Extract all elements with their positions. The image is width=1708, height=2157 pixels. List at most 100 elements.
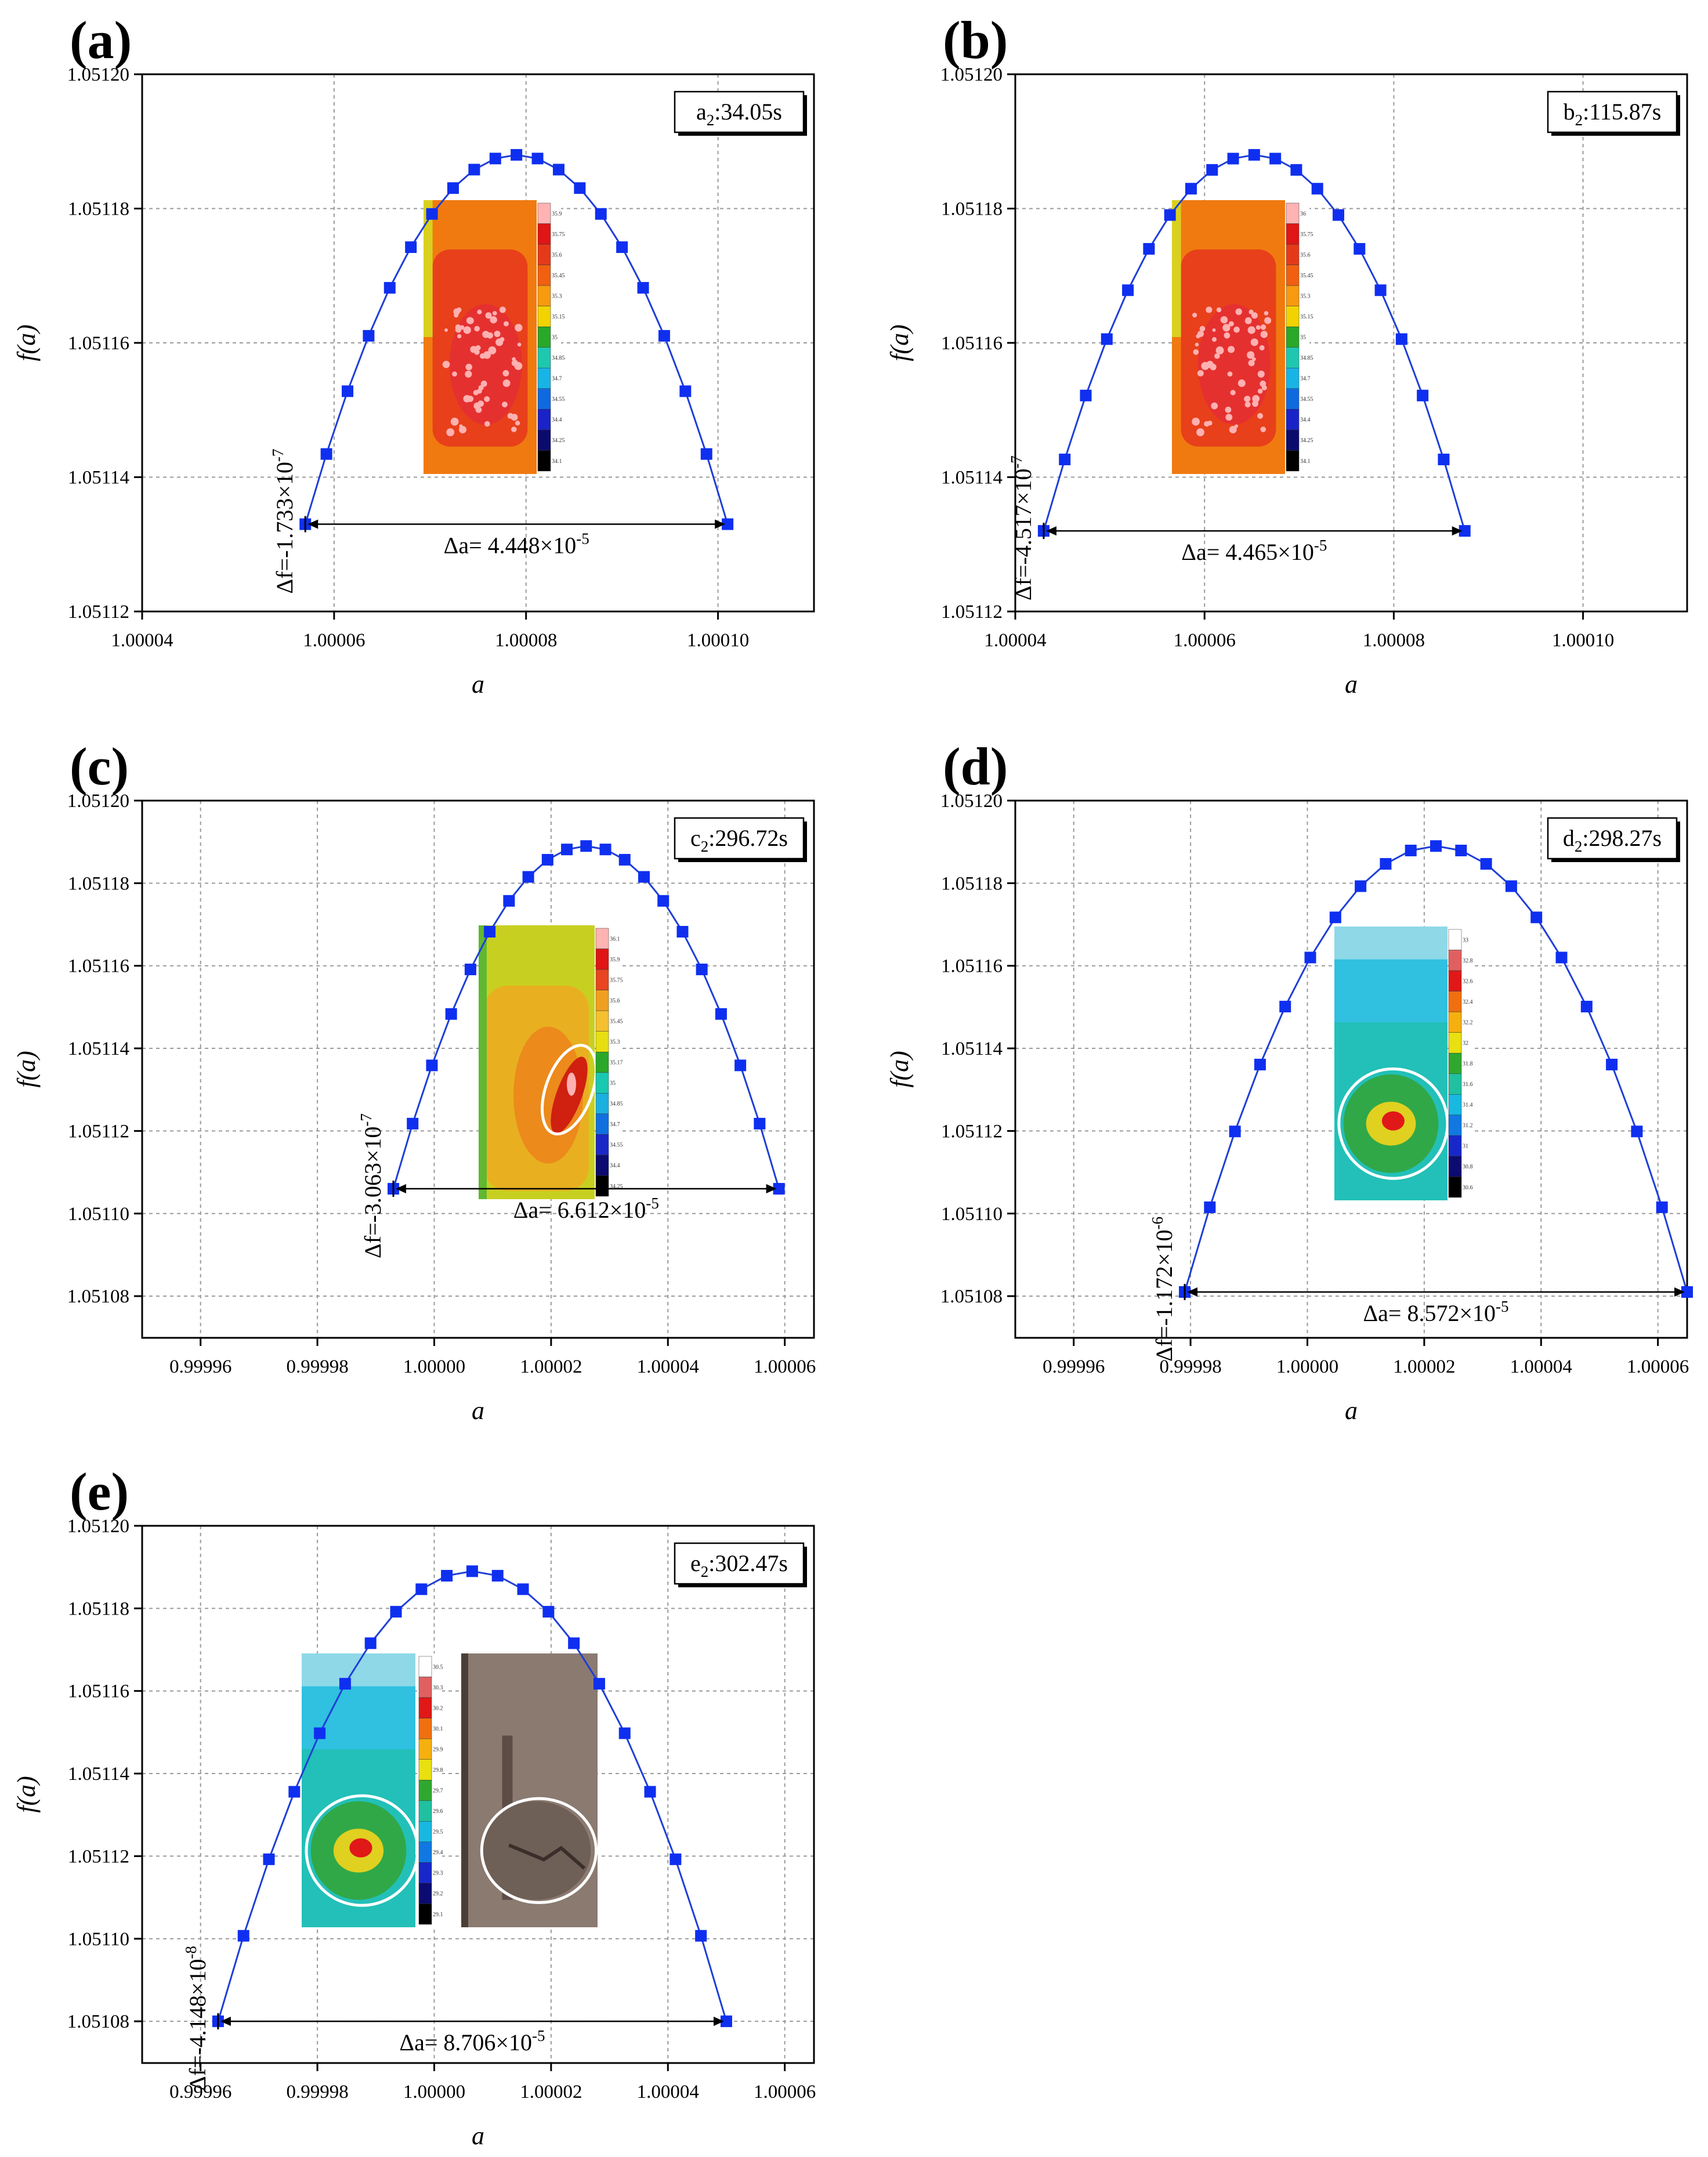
inset: 33 32.8 32.6 32.4 32.2 32 31.8 31.6 31.4 31.2 31 30… <box>1334 927 1473 1200</box>
y-tick-label: 1.05114 <box>941 468 1003 488</box>
legend-swatch <box>1448 1052 1462 1074</box>
data-point <box>464 963 476 975</box>
data-point <box>1185 183 1197 195</box>
color-legend: 36 35.75 35.6 35.45 35.3 35.15 35 34.85 34.7 34.5… <box>1286 200 1313 474</box>
legend-value: 35.15 <box>552 314 565 320</box>
legend-value: 34.7 <box>610 1121 620 1128</box>
data-point <box>679 385 692 397</box>
legend-swatch <box>418 1738 432 1760</box>
data-point <box>638 871 650 883</box>
legend-value: 34.4 <box>552 417 562 424</box>
legend-swatch <box>1286 429 1300 451</box>
data-point <box>466 1565 478 1577</box>
legend-value: 36.1 <box>610 936 620 942</box>
y-tick-label: 1.05120 <box>940 64 1003 85</box>
y-tick-label: 1.05112 <box>941 1121 1003 1142</box>
inset-thermal-map <box>302 1653 415 1927</box>
legend-swatch <box>595 969 609 990</box>
data-point <box>1480 858 1492 870</box>
legend-value: 29.1 <box>433 1912 443 1918</box>
legend-value: 35.75 <box>610 977 623 983</box>
data-point <box>552 164 564 176</box>
legend-swatch <box>1286 223 1300 245</box>
legend-swatch <box>1286 409 1300 430</box>
data-point <box>657 895 670 907</box>
data-point <box>503 895 515 907</box>
data-point <box>754 1117 766 1130</box>
data-point <box>700 448 712 460</box>
y-tick-label: 1.05108 <box>940 1286 1003 1307</box>
data-point <box>1279 1001 1291 1013</box>
arrow-head-right <box>715 519 726 529</box>
x-tick-label: 1.00006 <box>754 1356 816 1377</box>
data-point <box>1329 911 1341 924</box>
legend-value: 35.45 <box>552 273 565 279</box>
legend-value: 35.9 <box>610 957 620 963</box>
data-point <box>489 153 501 165</box>
time-box <box>674 1542 805 1585</box>
x-tick-label: 1.00008 <box>1363 630 1425 651</box>
arrow-head-left <box>1045 526 1056 536</box>
x-tick-label: 1.00004 <box>984 630 1046 651</box>
legend-swatch <box>418 1862 432 1884</box>
x-tick-label: 1.00002 <box>520 1356 582 1377</box>
x-tick-label: 1.00008 <box>495 630 557 651</box>
legend-value: 34.25 <box>610 1184 623 1190</box>
legend-swatch <box>595 1113 609 1135</box>
legend-swatch <box>418 1841 432 1863</box>
data-point <box>1269 153 1282 165</box>
legend-swatch <box>418 1718 432 1739</box>
data-point <box>773 1183 785 1195</box>
data-point <box>364 1637 377 1649</box>
y-tick-label: 1.05120 <box>67 1516 129 1537</box>
plot-frame <box>1014 799 1688 1339</box>
legend-swatch <box>1286 347 1300 368</box>
legend-value: 34.1 <box>552 458 562 465</box>
legend-value: 30.6 <box>1463 1185 1473 1191</box>
plot-frame <box>141 799 815 1339</box>
legend-value: 34.25 <box>1300 437 1313 444</box>
legend-swatch <box>537 326 551 348</box>
data-point <box>314 1727 326 1739</box>
data-point <box>1206 164 1218 176</box>
legend-swatch <box>595 990 609 1011</box>
delta-f-label: Δf=-1.733×10-7 <box>269 449 298 594</box>
x-tick-label: 1.00010 <box>1552 630 1614 651</box>
legend-swatch <box>595 1093 609 1114</box>
delta-a-label: Δa= 6.612×10-5 <box>513 1195 659 1223</box>
data-point <box>734 1059 747 1072</box>
x-tick-label: 1.00006 <box>1174 630 1236 651</box>
panel-label: (b) <box>943 10 1008 70</box>
y-tick-label: 1.05118 <box>68 1598 129 1619</box>
legend-value: 35.75 <box>1300 231 1313 238</box>
legend-value: 31.8 <box>1463 1061 1473 1067</box>
x-tick-label: 0.99996 <box>1043 1356 1105 1377</box>
legend-value: 29.4 <box>433 1850 443 1856</box>
y-tick-label: 1.05118 <box>68 873 129 894</box>
legend-value: 35.3 <box>610 1039 620 1045</box>
data-point <box>1656 1201 1668 1213</box>
data-point <box>320 448 332 460</box>
legend-swatch <box>537 265 551 286</box>
legend-swatch <box>418 1759 432 1780</box>
data-point <box>1374 284 1387 296</box>
color-legend: 33 32.8 32.6 32.4 32.2 32 31.8 31.6 31.4 31.2 31 30… <box>1448 927 1473 1200</box>
legend-swatch <box>595 1072 609 1094</box>
data-point <box>1311 183 1323 195</box>
arrow-head-left <box>1187 1287 1198 1297</box>
x-tick-label: 1.00006 <box>303 630 365 651</box>
legend-swatch <box>595 928 609 949</box>
data-point <box>542 1606 555 1618</box>
data-point <box>1417 389 1429 401</box>
legend-swatch <box>595 1031 609 1052</box>
data-point <box>1080 389 1092 401</box>
delta-a-label: Δa= 8.706×10-5 <box>399 2027 545 2055</box>
data-point <box>1631 1125 1643 1138</box>
panel-d: 1.05108 1.05110 1.05112 1.05114 1.05116 1.051… <box>885 737 1693 1425</box>
y-tick-label: 1.05116 <box>68 956 129 977</box>
color-legend: 36.1 35.9 35.75 35.6 35.45 35.3 35.17 35 34.85 34… <box>595 925 623 1199</box>
time-box <box>1547 817 1678 860</box>
legend-value: 32.8 <box>1463 958 1473 964</box>
legend-swatch <box>1448 1073 1462 1095</box>
legend-value: 29.9 <box>433 1746 443 1753</box>
